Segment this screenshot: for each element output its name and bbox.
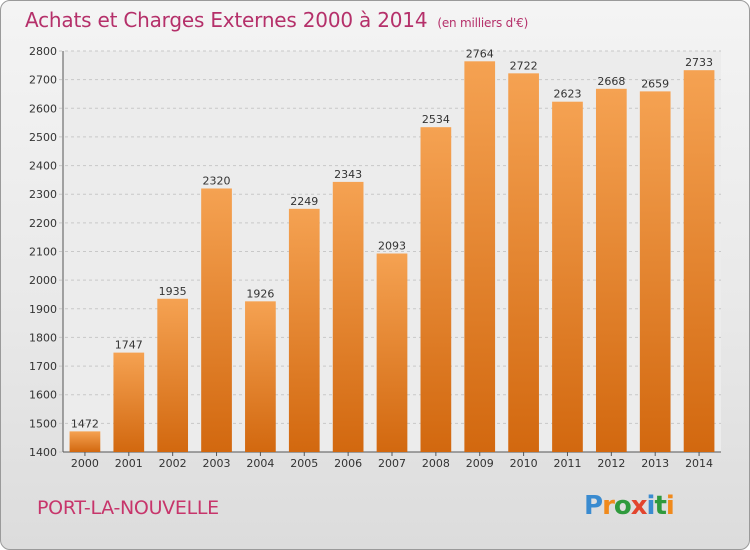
bar <box>595 88 627 453</box>
bar-value-label: 2659 <box>641 77 669 90</box>
bar <box>464 61 496 452</box>
x-tick-label: 2007 <box>378 457 406 470</box>
y-tick-label: 2200 <box>29 217 57 230</box>
x-tick-label: 2011 <box>553 457 581 470</box>
x-tick-label: 2006 <box>334 457 362 470</box>
y-tick-label: 2400 <box>29 160 57 173</box>
bar <box>245 301 276 452</box>
x-tick-label: 2002 <box>159 457 187 470</box>
bar-value-label: 1926 <box>246 287 274 300</box>
bar <box>157 298 189 452</box>
bars-layer <box>69 61 715 453</box>
bar <box>552 101 583 452</box>
y-tick-label: 1400 <box>29 446 57 459</box>
chart-unit: (en milliers d'€) <box>437 16 529 30</box>
bar <box>288 208 320 452</box>
x-tick-label: 2000 <box>71 457 99 470</box>
bar-value-label: 2764 <box>466 47 494 60</box>
x-tick-label: 2008 <box>422 457 450 470</box>
bar <box>420 127 452 452</box>
bar <box>683 70 715 453</box>
y-tick-label: 1900 <box>29 303 57 316</box>
y-tick-label: 1700 <box>29 360 57 373</box>
logo-letter: i <box>646 491 656 521</box>
bar-value-label: 1935 <box>159 285 187 298</box>
labels-layer: 1472 2000 1747 2001 1935 2002 2320 2003 1926 2004… <box>71 47 713 470</box>
y-tick-label: 2300 <box>29 188 57 201</box>
bar <box>332 181 364 452</box>
logo-letter: o <box>613 491 632 521</box>
chart-title-text: Achats et Charges Externes 2000 à 2014 <box>25 8 428 32</box>
y-tick-label: 2600 <box>29 102 57 115</box>
bar <box>201 188 232 452</box>
bar-value-label: 2343 <box>334 168 362 181</box>
x-tick-label: 2010 <box>510 457 538 470</box>
chart-title: Achats et Charges Externes 2000 à 2014 (e… <box>25 8 528 32</box>
bar <box>376 253 408 452</box>
bar <box>113 352 145 452</box>
logo-letter: i <box>665 491 675 521</box>
y-tick-label: 2700 <box>29 74 57 87</box>
x-tick-label: 2001 <box>115 457 143 470</box>
bar-value-label: 2623 <box>553 88 581 101</box>
bar <box>69 431 101 452</box>
x-tick-label: 2009 <box>466 457 494 470</box>
y-tick-label: 1500 <box>29 417 57 430</box>
bar <box>508 73 539 452</box>
bar-value-label: 2722 <box>510 59 538 72</box>
y-tick-label: 2100 <box>29 246 57 259</box>
bar <box>639 91 671 453</box>
x-tick-label: 2014 <box>685 457 713 470</box>
bar-value-label: 1472 <box>71 417 99 430</box>
x-tick-label: 2013 <box>641 457 669 470</box>
logo-letter: x <box>630 491 648 521</box>
bar-value-label: 2320 <box>203 174 231 187</box>
bar-value-label: 2534 <box>422 113 450 126</box>
y-tick-label: 1800 <box>29 331 57 344</box>
y-tick-label: 2500 <box>29 131 57 144</box>
town-name: PORT-LA-NOUVELLE <box>37 497 219 519</box>
bar-value-label: 2093 <box>378 240 406 253</box>
logo-letter: P <box>584 491 603 521</box>
y-tick-label: 2000 <box>29 274 57 287</box>
x-tick-label: 2005 <box>290 457 318 470</box>
y-tick-label: 2800 <box>29 45 57 58</box>
x-tick-label: 2012 <box>597 457 625 470</box>
x-tick-label: 2003 <box>203 457 231 470</box>
y-tick-label: 1600 <box>29 389 57 402</box>
bar-value-label: 2733 <box>685 56 713 69</box>
x-tick-label: 2004 <box>246 457 274 470</box>
bar-value-label: 2668 <box>597 75 625 88</box>
logo-letter: r <box>602 491 615 521</box>
bar-value-label: 2249 <box>290 195 318 208</box>
logo-letter: t <box>654 491 666 521</box>
bar-value-label: 1747 <box>115 339 143 352</box>
proxiti-logo[interactable]: Proxiti <box>584 491 675 521</box>
